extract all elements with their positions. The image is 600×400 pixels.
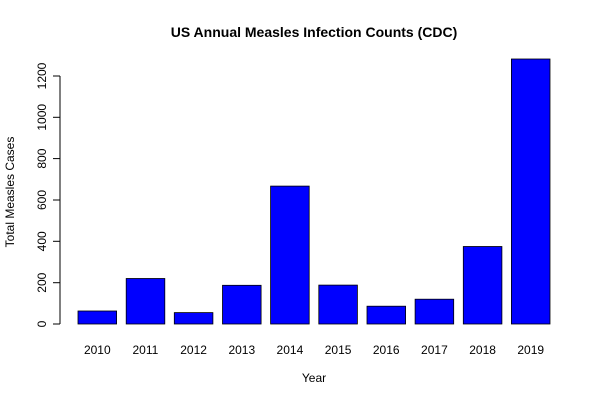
bar-2016 (366, 305, 406, 325)
y-tick-label: 1200 (35, 62, 49, 89)
chart-title: US Annual Measles Infection Counts (CDC) (171, 24, 458, 40)
bar-2018 (462, 246, 503, 325)
x-tick-label: 2013 (228, 343, 255, 357)
y-tick-label: 600 (35, 190, 49, 210)
bar-2011 (125, 278, 166, 325)
y-tick-label: 200 (35, 272, 49, 292)
x-tick-label: 2016 (373, 343, 400, 357)
x-tick-label: 2018 (469, 343, 496, 357)
y-tick-label: 1000 (35, 104, 49, 131)
bar-2019 (510, 58, 551, 325)
bar-2014 (270, 185, 310, 325)
bar-2010 (77, 310, 117, 325)
x-axis-tick-labels: 2010 2011 2012 2013 2014 2015 2016 2017 2018 2019 (84, 343, 544, 357)
bars-group (77, 58, 551, 325)
x-axis-label: Year (302, 371, 326, 385)
x-tick-label: 2017 (421, 343, 448, 357)
bar-2012 (173, 312, 214, 325)
bar-2013 (222, 284, 262, 325)
y-axis-label: Total Measles Cases (3, 137, 17, 248)
x-tick-label: 2011 (132, 343, 158, 357)
bar-2015 (318, 284, 358, 325)
y-tick-label: 400 (35, 231, 49, 251)
x-tick-label: 2015 (325, 343, 352, 357)
y-axis: 0 200 400 600 800 1000 1200 (35, 62, 61, 327)
x-tick-label: 2010 (84, 343, 111, 357)
y-tick-label: 800 (35, 148, 49, 168)
x-tick-label: 2019 (517, 343, 544, 357)
y-tick-label: 0 (35, 320, 49, 327)
x-tick-label: 2014 (277, 343, 304, 357)
x-tick-label: 2012 (180, 343, 207, 357)
bar-2017 (414, 298, 455, 325)
